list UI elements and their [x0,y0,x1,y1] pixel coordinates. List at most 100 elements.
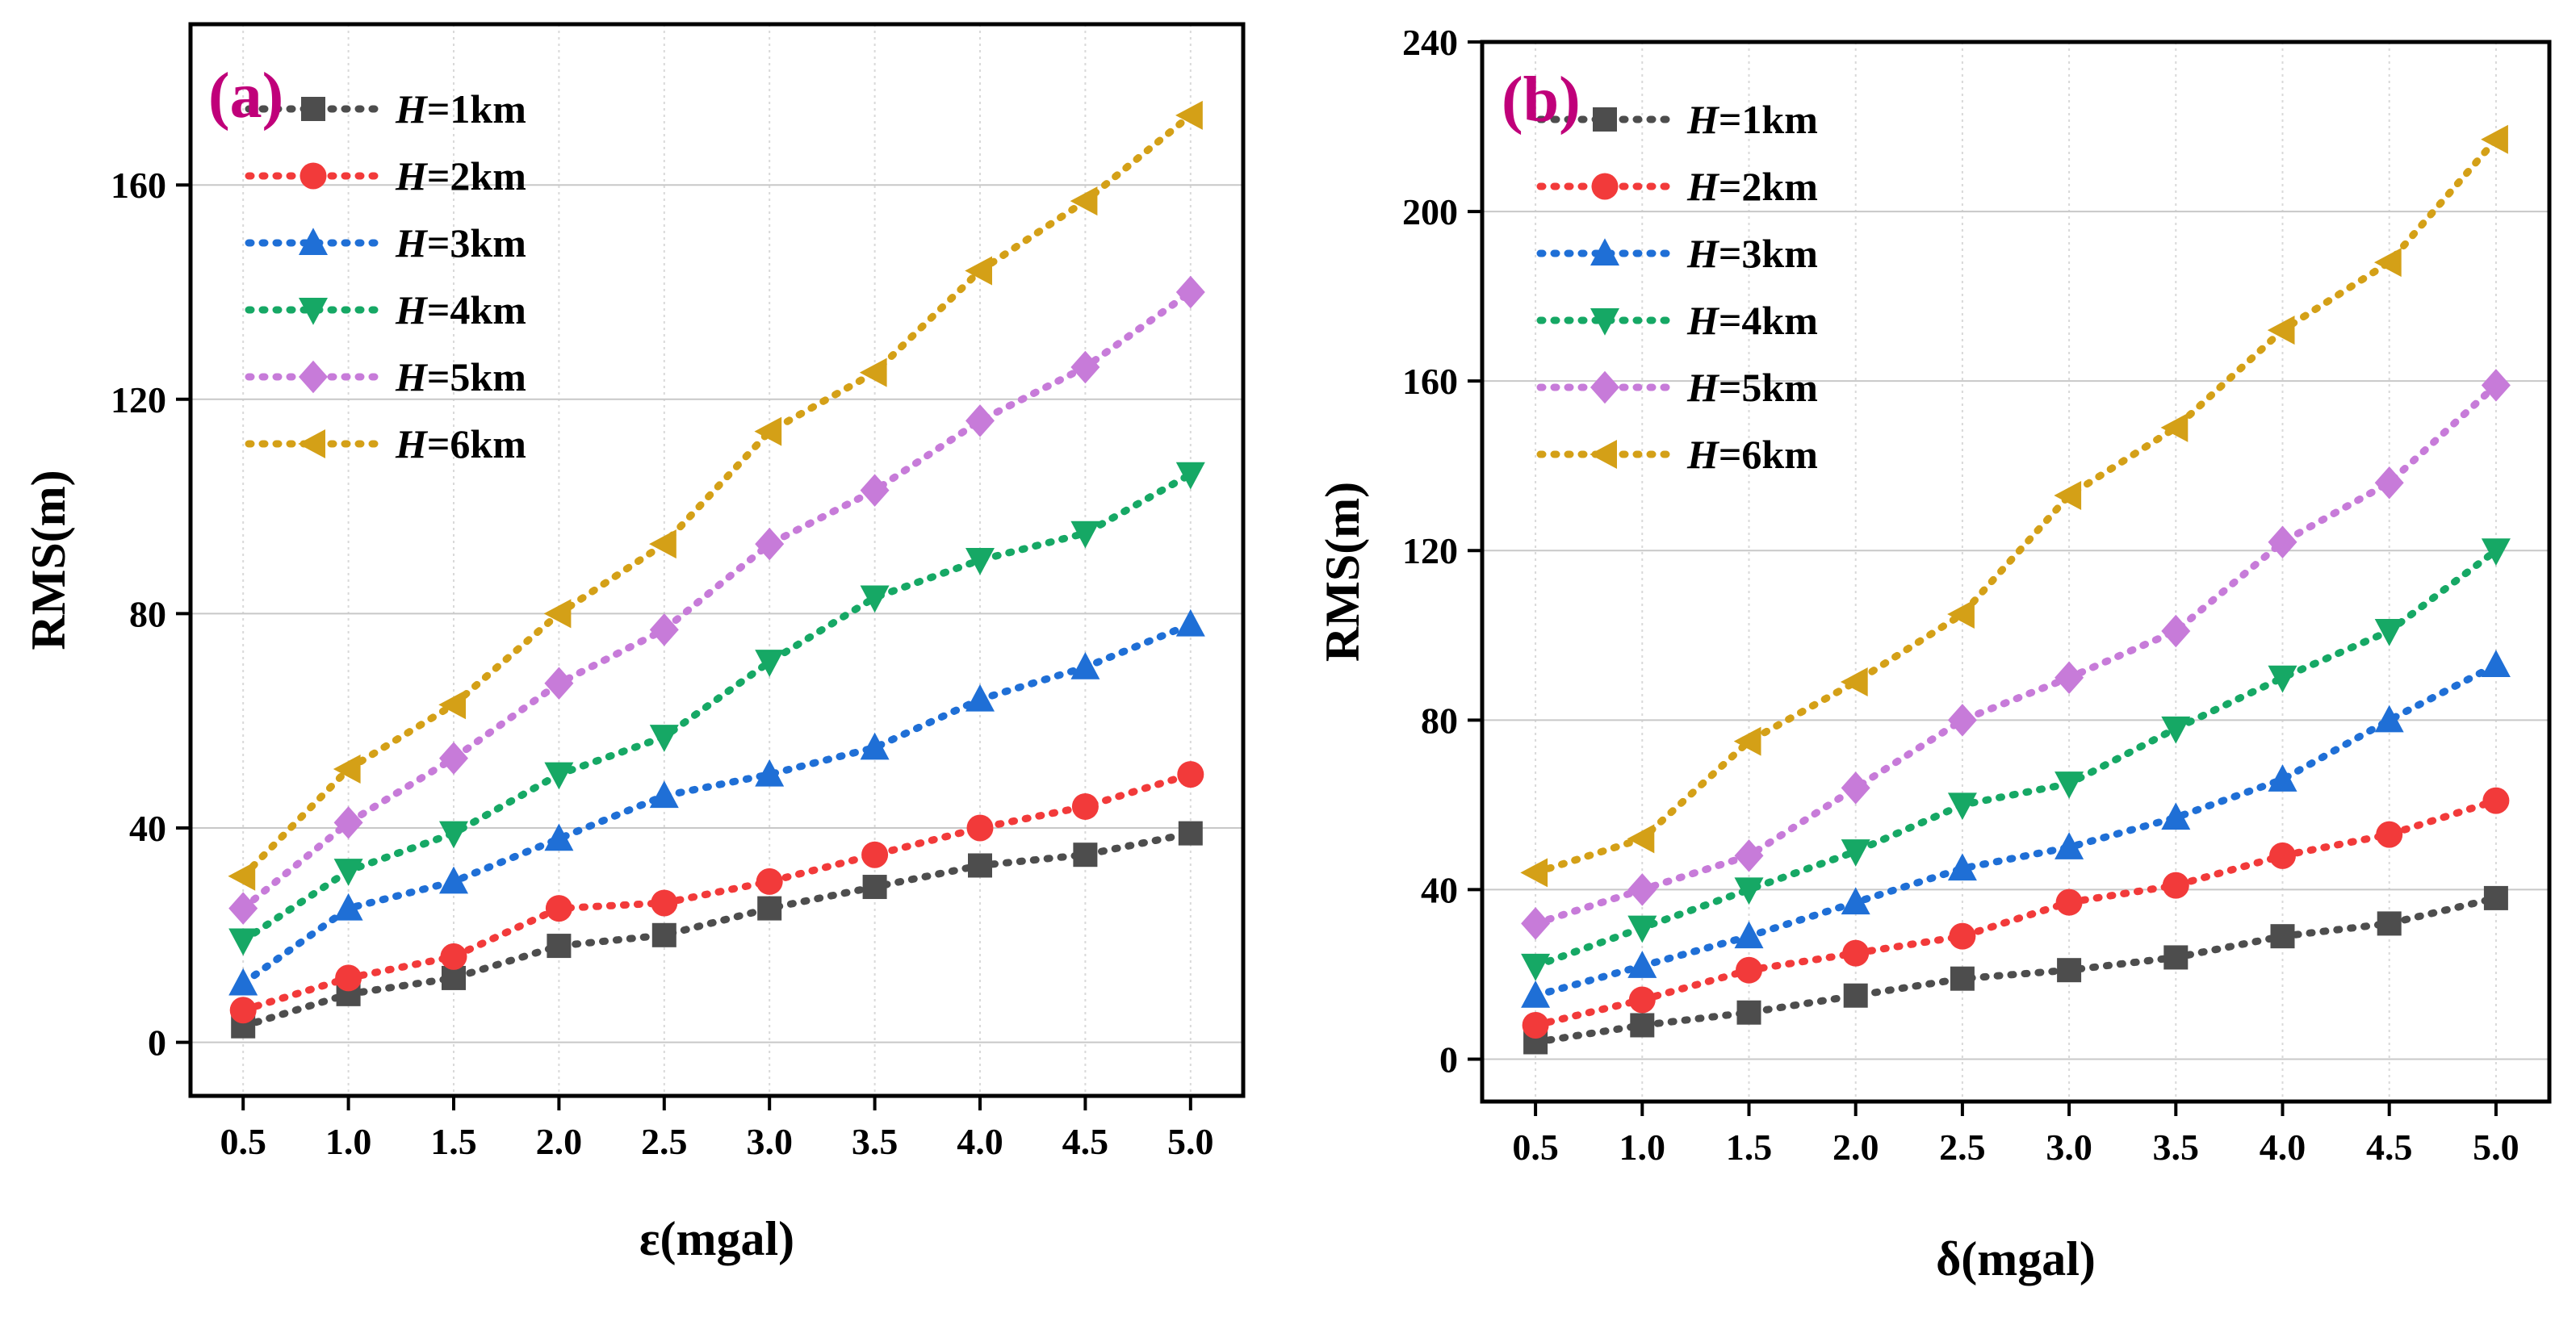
panel-b-x-tick-label: 5.0 [2473,1127,2519,1168]
panel-b-point-s3-3 [1734,921,1764,949]
panel-a-legend-label-6: H=6km [395,421,526,466]
panel-b-point-s4-4 [1841,839,1870,867]
panel-a-legend-label-5-prefix: H [395,354,429,399]
panel-a-legend-label-4-prefix: H [395,287,429,332]
panel-a-point-s1-9 [1073,842,1098,868]
panel-b-point-s6-4 [1840,667,1868,697]
chart-panel-b: 0.5 1.0 1.5 2.0 2.5 3.0 3.5 4.0 4.5 5.0 0 40 80 120 16… [1316,22,2552,1286]
chart-panel-a: 0.5 1.0 1.5 2.0 2.5 3.0 3.5 4.0 4.5 5.0 0 40 80 120 16… [22,22,1246,1265]
panel-a-x-tick-label: 4.0 [957,1121,1003,1162]
panel-b-legend-label-5-suffix: =5km [1719,365,1818,410]
panel-b-legend-label-6-suffix: =6km [1719,432,1818,477]
panel-b-legend-marker-2 [1591,173,1619,200]
panel-b-point-s5-1 [1521,907,1551,940]
panel-a-point-s6-9 [1070,186,1098,216]
panel-b-x-tick-label: 0.5 [1512,1127,1559,1168]
panel-b-point-s3-5 [1947,853,1977,881]
panel-b-point-s1-4 [1843,983,1868,1008]
panel-a-point-s3-10 [1175,608,1205,637]
panel-a-point-s1-6 [757,896,782,921]
panel-b-series-line-6 [1531,136,2500,876]
panel-a-point-s1-8 [968,853,992,878]
panel-a-series-line-4 [239,470,1195,944]
panel-a-point-s5-2 [333,806,363,839]
panel-b-point-s5-8 [2268,525,2297,558]
panel-b-point-s4-7 [2161,716,2191,744]
panel-a-x-tick-label: 4.5 [1062,1121,1109,1162]
panel-b-point-s1-6 [2057,958,2082,983]
panel-a-point-s4-5 [649,725,679,752]
panel-a-plot-frame [188,22,1246,1098]
panel-b-point-s2-5 [1949,922,1976,950]
panel-b-point-s2-4 [1842,939,1870,967]
panel-a-label: (a) [208,61,283,132]
panel-a-point-s2-9 [1071,792,1099,820]
panel-a-point-s6-5 [649,529,676,559]
panel-a-legend-label-2-prefix: H [395,153,429,199]
panel-a-point-s5-4 [544,667,574,700]
panel-a-point-s2-5 [651,889,678,917]
panel-b-point-s1-10 [2483,885,2508,910]
panel-a-point-s5-7 [860,474,890,507]
panel-a-legend-marker-2 [299,162,327,190]
panel-b-point-s4-10 [2481,538,2511,566]
panel-b-y-tick-label: 40 [1421,869,1458,910]
panel-b-legend-label-2-suffix: =2km [1719,164,1818,209]
panel-b-point-s1-3 [1736,1000,1761,1025]
panel-a-series-line-6 [239,111,1195,880]
panel-b-legend-label-4-suffix: =4km [1719,298,1818,343]
panel-b-point-s1-9 [2377,911,2402,936]
panel-b-point-s5-9 [2374,466,2404,500]
panel-a-y-tick-label: 40 [129,808,166,849]
panel-a-point-s5-8 [965,404,995,437]
panel-b-point-s5-5 [1947,704,1977,737]
panel-a-point-s3-3 [439,866,468,894]
panel-b-point-s2-7 [2162,872,2189,899]
panel-a-point-s6-2 [333,754,361,784]
panel-a-point-s3-6 [755,759,785,787]
panel-b-y-tick-label: 200 [1402,191,1458,232]
panel-a-series-line-1 [239,830,1195,1031]
panel-a-point-s2-3 [440,943,467,970]
panel-b-legend-label-2-prefix: H [1686,164,1720,209]
panel-b-x-axis-title: δ(mgal) [1936,1232,2096,1286]
panel-a-point-s2-8 [966,814,994,842]
panel-a-legend-label-6-suffix: =6km [427,421,526,466]
panel-a-x-tick-label: 2.5 [641,1121,688,1162]
panel-a-point-s6-3 [438,690,466,720]
panel-b-point-s1-7 [2163,945,2189,970]
panel-a-point-s5-9 [1070,350,1100,384]
panel-a-point-s4-8 [965,548,995,575]
panel-b-point-s2-3 [1736,956,1762,984]
panel-b-point-s6-2 [1627,824,1655,854]
panel-a-legend-marker-6 [298,429,325,458]
panel-a-series-line-2 [239,771,1195,1014]
panel-b-point-s2-8 [2269,842,2296,869]
panel-b-point-s3-1 [1521,980,1551,1008]
panel-b-y-tick-label: 160 [1402,361,1458,402]
panel-b-point-s3-10 [2481,650,2511,678]
panel-a-point-s2-7 [861,841,889,868]
panel-b-legend-label-5-prefix: H [1686,365,1720,410]
panel-a-series-line-5 [239,288,1195,913]
panel-b-point-s3-8 [2268,764,2297,792]
panel-a-legend-label-5-suffix: =5km [427,354,526,399]
panel-a-point-s3-2 [333,893,363,921]
panel-a-point-s2-4 [545,895,572,922]
panel-b-plot-frame [1480,40,2552,1104]
panel-b-point-s1-5 [1950,966,1975,991]
panel-b-legend-label-3: H=3km [1686,231,1818,276]
panel-b-legend-label-6: H=6km [1686,432,1818,477]
panel-a-legend-label-3-suffix: =3km [427,220,526,265]
panel-b-x-tick-label: 2.5 [1939,1127,1986,1168]
panel-b-legend-marker-6 [1590,440,1617,469]
panel-a-legend-label-3: H=3km [395,220,526,265]
panel-a-point-s4-9 [1070,521,1100,549]
panel-b-x-tick-label: 3.0 [2046,1127,2092,1168]
panel-a-point-s6-8 [965,256,992,286]
panel-b-y-tick-label: 0 [1439,1039,1458,1080]
panel-b-point-s2-10 [2482,787,2510,814]
panel-b-point-s5-10 [2481,369,2511,402]
panel-a-point-s6-10 [1175,100,1203,130]
